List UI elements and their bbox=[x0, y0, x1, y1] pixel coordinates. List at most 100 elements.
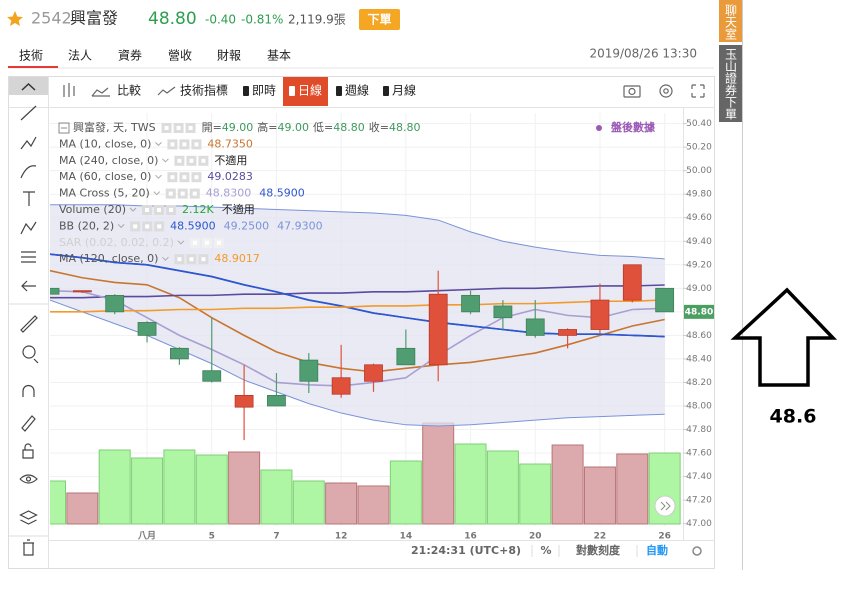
chat-tab-bg[interactable] bbox=[719, 0, 742, 42]
legend-dropdown bbox=[177, 240, 185, 245]
legend-value: 48.5900 bbox=[259, 187, 305, 200]
legend-controls[interactable] bbox=[174, 254, 209, 265]
indicator-icon[interactable] bbox=[157, 86, 176, 96]
tab[interactable]: 基本 bbox=[267, 49, 291, 63]
camera-icon[interactable] bbox=[623, 85, 641, 98]
tool-icon[interactable] bbox=[20, 315, 38, 333]
datetime: 2019/08/26 13:30 bbox=[589, 47, 697, 61]
collapse-icon bbox=[21, 82, 36, 91]
legend-controls[interactable] bbox=[174, 155, 209, 166]
legend-dropdown bbox=[129, 207, 137, 212]
tab[interactable]: 財報 bbox=[217, 48, 241, 63]
settings-icon[interactable] bbox=[659, 84, 673, 98]
tool-icon[interactable] bbox=[21, 280, 36, 292]
tab[interactable]: 法人 bbox=[68, 49, 92, 63]
volume-bar bbox=[486, 450, 519, 525]
fullscreen-icon[interactable] bbox=[691, 84, 705, 98]
favorite-star[interactable] bbox=[7, 11, 23, 26]
tool-icon[interactable] bbox=[33, 358, 39, 364]
legend-controls[interactable] bbox=[142, 205, 176, 215]
legend-note: 不適用 bbox=[222, 202, 255, 216]
stock-name: 興富發 bbox=[70, 9, 118, 28]
legend-name[interactable]: BB (20, 2) bbox=[59, 219, 114, 232]
legend-control-glyph bbox=[164, 126, 169, 130]
toolbar-item[interactable]: 比較 bbox=[117, 83, 141, 98]
y-tick-label: 49.40 bbox=[686, 237, 712, 247]
legend-name[interactable]: MA (120, close, 0) bbox=[59, 252, 158, 265]
broker-tab[interactable]: 玉山證券下單 bbox=[724, 48, 738, 120]
percent-toggle[interactable]: % bbox=[540, 544, 551, 557]
auto-scale-toggle[interactable]: 自動 bbox=[646, 543, 668, 557]
stock-code: 2542 bbox=[31, 9, 72, 28]
candle-body bbox=[622, 264, 642, 301]
y-tick-label: 49.60 bbox=[686, 213, 712, 223]
order-button-bg[interactable] bbox=[359, 9, 400, 30]
chat-tab[interactable]: 聊天室 bbox=[724, 4, 738, 40]
toolbar-item[interactable]: 日線 bbox=[298, 83, 322, 98]
legend-dropdown bbox=[155, 142, 162, 147]
legend-value: 48.9017 bbox=[214, 252, 260, 265]
volume-bar bbox=[357, 485, 390, 525]
candle-body bbox=[202, 370, 222, 382]
tool-icon[interactable] bbox=[19, 474, 38, 484]
status-settings[interactable] bbox=[692, 546, 702, 556]
legend-collapse[interactable] bbox=[58, 122, 70, 134]
tool-icon[interactable] bbox=[21, 415, 36, 432]
collapse-tools[interactable] bbox=[9, 77, 48, 95]
ohlc-value: 49.00 bbox=[278, 121, 310, 134]
legend-controls[interactable] bbox=[167, 172, 202, 183]
toolbar-item[interactable]: 週線 bbox=[345, 83, 369, 98]
compare-icon[interactable] bbox=[91, 87, 110, 97]
legend-name[interactable]: SAR (0.02, 0.02, 0.2) bbox=[59, 236, 174, 249]
legend-control-glyph bbox=[180, 191, 185, 196]
legend-controls[interactable] bbox=[167, 139, 202, 150]
x-tick-label: 八月 bbox=[138, 531, 156, 542]
legend-controls[interactable] bbox=[161, 123, 196, 133]
tool-icon[interactable] bbox=[22, 384, 35, 398]
ohlc-label: 收= bbox=[369, 120, 389, 134]
tab[interactable]: 技術 bbox=[19, 49, 43, 63]
tool-icon[interactable] bbox=[22, 443, 34, 459]
volume-bar bbox=[163, 449, 196, 525]
legend-value: 48.8300 bbox=[206, 187, 252, 200]
tab[interactable]: 營收 bbox=[168, 49, 192, 63]
tool-icon[interactable] bbox=[20, 105, 37, 121]
volume-bar bbox=[616, 453, 649, 525]
indicator-line bbox=[50, 269, 665, 373]
order-button[interactable]: 下單 bbox=[367, 13, 391, 27]
legend-name[interactable]: MA (240, close, 0) bbox=[59, 154, 158, 167]
broker-tab-bg[interactable] bbox=[719, 45, 742, 122]
legend-controls[interactable] bbox=[189, 237, 224, 248]
candle-body bbox=[525, 318, 545, 336]
toolbar-item[interactable]: 技術指標 bbox=[180, 83, 228, 98]
ohlc-value: 48.80 bbox=[389, 121, 421, 134]
indicator-line bbox=[50, 284, 665, 299]
legend-name[interactable]: Volume (20) bbox=[59, 203, 126, 216]
tool-icon[interactable] bbox=[20, 221, 37, 235]
legend-control-glyph bbox=[157, 224, 162, 229]
candle-icon[interactable] bbox=[63, 83, 75, 97]
tool-icon[interactable] bbox=[20, 165, 37, 179]
tool-icon[interactable] bbox=[19, 510, 38, 525]
legend-name[interactable]: MA (60, close, 0) bbox=[59, 170, 151, 183]
legend-controls[interactable] bbox=[165, 188, 200, 199]
legend-name[interactable]: MA Cross (5, 20) bbox=[59, 187, 150, 200]
volume-bar bbox=[583, 466, 616, 525]
candle-body bbox=[396, 347, 416, 366]
legend-controls[interactable] bbox=[130, 221, 165, 232]
candle-body bbox=[169, 347, 189, 360]
tabs: 技術 法人 資券 營收 財報 基本 bbox=[19, 48, 291, 63]
tool-icon[interactable] bbox=[21, 251, 36, 263]
legend-value: 48.5900 bbox=[170, 219, 216, 232]
toolbar-item[interactable]: 月線 bbox=[392, 83, 416, 98]
log-scale-toggle[interactable]: 對數刻度 bbox=[576, 543, 621, 557]
toolbar-item[interactable]: 即時 bbox=[252, 84, 276, 98]
tool-icon[interactable] bbox=[20, 136, 37, 150]
price-change-pct: -0.81% bbox=[241, 13, 283, 27]
tool-icon[interactable] bbox=[23, 539, 34, 556]
tab[interactable]: 資券 bbox=[118, 48, 142, 63]
tool-icon[interactable] bbox=[23, 191, 35, 206]
legend-name[interactable]: MA (10, close, 0) bbox=[59, 137, 151, 150]
after-hours: 盤後數據 bbox=[611, 120, 656, 134]
